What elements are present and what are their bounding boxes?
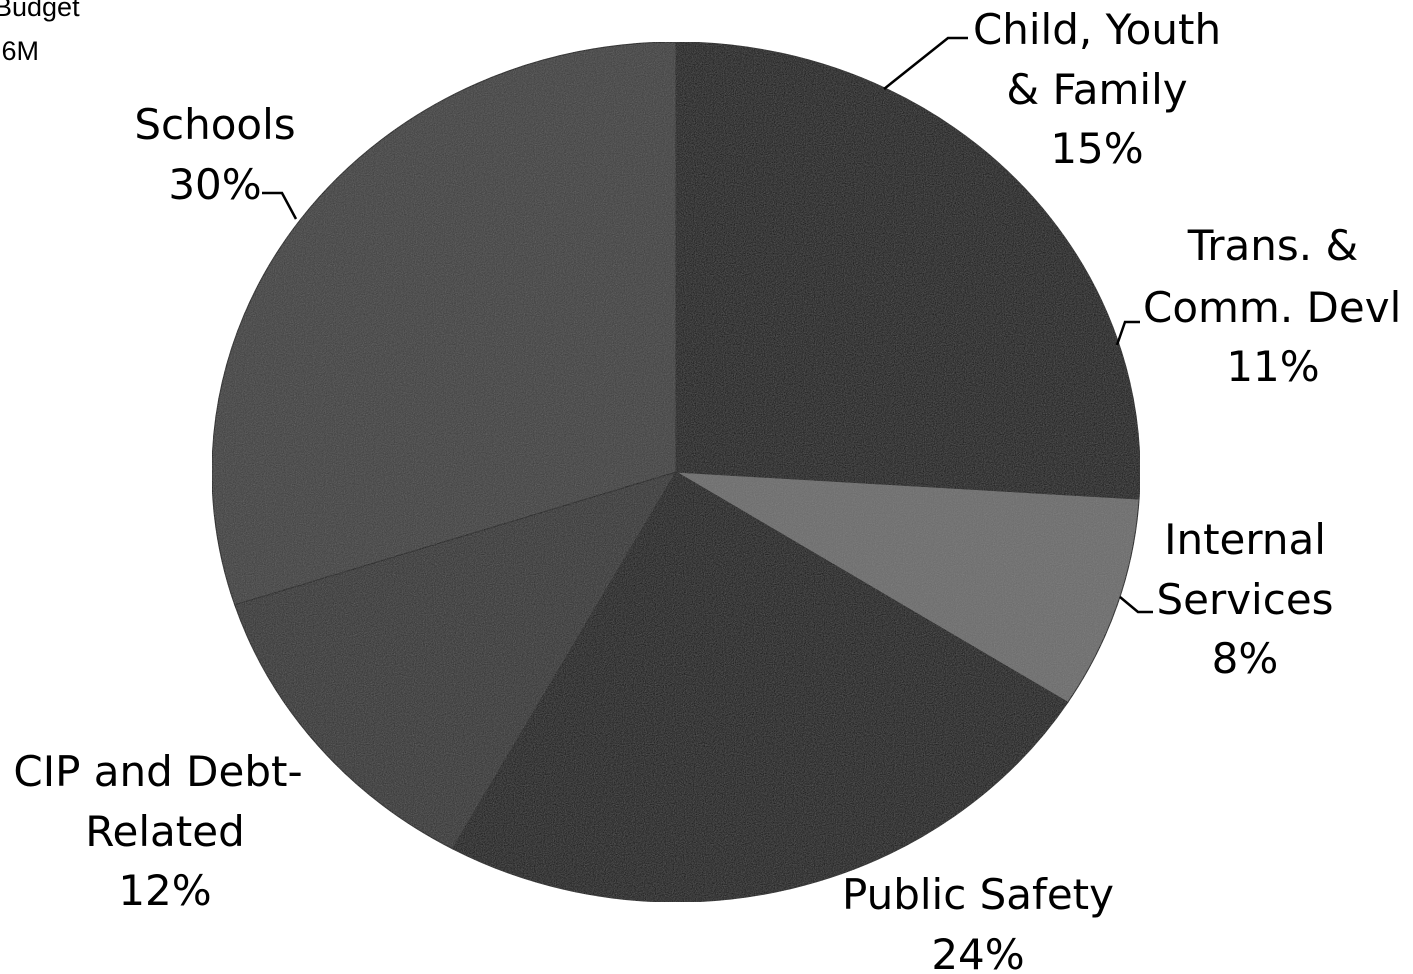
slice-label-cip-debt: CIP and Debt- Related 12% bbox=[13, 747, 302, 915]
corner-text-line-1: Budget bbox=[0, 0, 80, 22]
svg-text:Related: Related bbox=[85, 807, 245, 856]
svg-text:CIP and Debt-: CIP and Debt- bbox=[13, 747, 302, 796]
svg-text:12%: 12% bbox=[118, 866, 211, 915]
slice-label-child-youth-family: Child, Youth & Family 15% bbox=[973, 5, 1221, 173]
slice-label-schools: Schools 30% bbox=[134, 100, 295, 209]
slice-label-public-safety: Public Safety 24% bbox=[842, 870, 1114, 974]
svg-text:Schools: Schools bbox=[134, 100, 295, 149]
svg-text:11%: 11% bbox=[1226, 342, 1319, 391]
svg-text:& Family: & Family bbox=[1006, 65, 1187, 114]
pie-slice-child-youth-family bbox=[675, 41, 1053, 473]
leader-line-child-youth-family bbox=[883, 36, 968, 90]
pie-slice-public-safety bbox=[451, 471, 1069, 903]
svg-text:Services: Services bbox=[1156, 575, 1333, 624]
svg-text:Comm. Devl: Comm. Devl bbox=[1143, 283, 1401, 332]
svg-text:Internal: Internal bbox=[1164, 515, 1326, 564]
pie-slice-trans-comm-devl bbox=[674, 218, 1141, 500]
pie-slice-cip-and-debt-related bbox=[234, 471, 678, 850]
svg-text:Trans. &: Trans. & bbox=[1187, 221, 1358, 270]
leader-line-internal-services bbox=[1119, 596, 1153, 614]
leader-line-schools bbox=[262, 191, 298, 220]
svg-text:Child, Youth: Child, Youth bbox=[973, 5, 1221, 54]
leader-line-trans-comm bbox=[1115, 320, 1140, 346]
pie-slice-internal-services bbox=[675, 471, 1140, 704]
corner-text-line-2: .6M bbox=[0, 36, 39, 66]
svg-text:8%: 8% bbox=[1212, 634, 1279, 683]
svg-text:24%: 24% bbox=[931, 930, 1024, 974]
svg-text:30%: 30% bbox=[168, 160, 261, 209]
slice-label-internal-services: Internal Services 8% bbox=[1156, 515, 1333, 683]
svg-text:Public Safety: Public Safety bbox=[842, 870, 1114, 919]
pie-slices bbox=[211, 41, 1141, 903]
svg-text:15%: 15% bbox=[1050, 124, 1143, 173]
slice-label-trans-comm: Trans. & Comm. Devl 11% bbox=[1143, 221, 1401, 391]
pie-slice-schools bbox=[211, 41, 677, 606]
